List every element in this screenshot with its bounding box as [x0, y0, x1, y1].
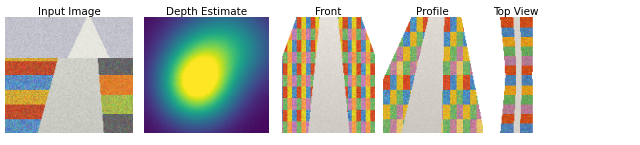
Title: Depth Estimate: Depth Estimate [166, 7, 247, 17]
Title: Profile: Profile [416, 7, 449, 17]
Title: Top View: Top View [493, 7, 538, 17]
Title: Input Image: Input Image [38, 7, 100, 17]
Title: Front: Front [315, 7, 341, 17]
